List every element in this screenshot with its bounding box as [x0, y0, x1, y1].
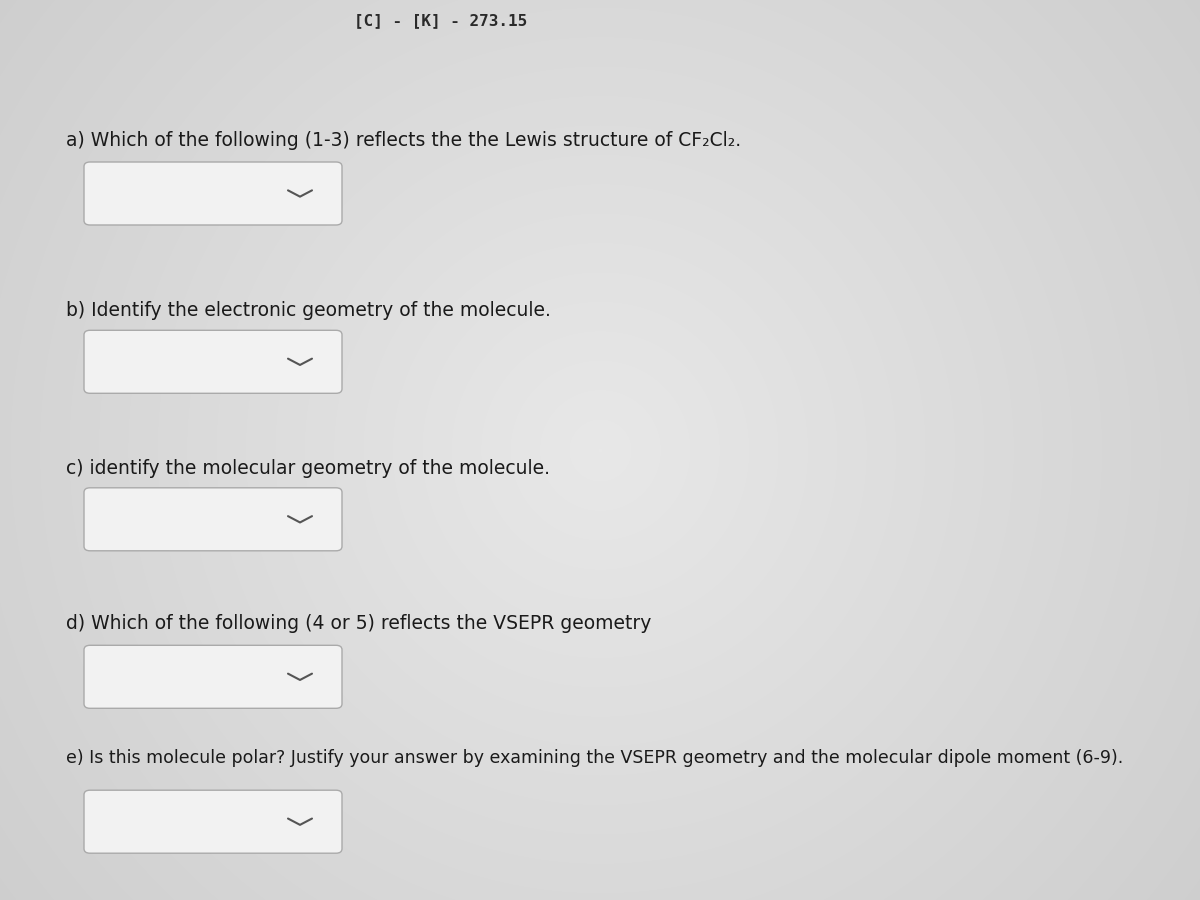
Text: a) Which of the following (1-3) reflects the the Lewis structure of CF₂Cl₂.: a) Which of the following (1-3) reflects… — [66, 130, 742, 149]
FancyBboxPatch shape — [84, 488, 342, 551]
FancyBboxPatch shape — [84, 162, 342, 225]
Text: c) identify the molecular geometry of the molecule.: c) identify the molecular geometry of th… — [66, 459, 550, 478]
Text: [C] - [K] - 273.15: [C] - [K] - 273.15 — [354, 14, 527, 29]
FancyBboxPatch shape — [84, 330, 342, 393]
Text: e) Is this molecule polar? Justify your answer by examining the VSEPR geometry a: e) Is this molecule polar? Justify your … — [66, 749, 1123, 767]
Text: d) Which of the following (4 or 5) reflects the VSEPR geometry: d) Which of the following (4 or 5) refle… — [66, 614, 652, 633]
FancyBboxPatch shape — [84, 645, 342, 708]
FancyBboxPatch shape — [84, 790, 342, 853]
Text: b) Identify the electronic geometry of the molecule.: b) Identify the electronic geometry of t… — [66, 302, 551, 320]
